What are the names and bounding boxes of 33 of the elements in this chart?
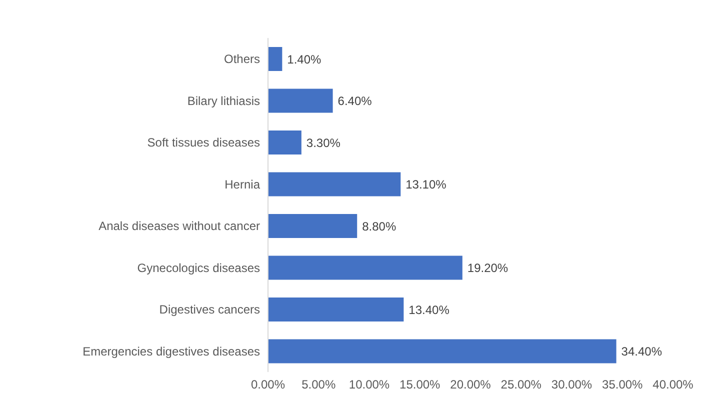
data-label: 1.40% <box>287 52 322 66</box>
bar <box>268 214 358 238</box>
y-tick-label: Gynecologics diseases <box>137 260 260 275</box>
x-tick-label: 10.00% <box>348 378 390 392</box>
x-tick-label: 15.00% <box>400 378 441 392</box>
data-label: 3.30% <box>306 136 341 150</box>
bar <box>268 130 302 154</box>
data-label: 34.40% <box>621 344 662 359</box>
x-tick-label: 30.00% <box>551 378 592 392</box>
x-tick-label: 5.00% <box>302 378 336 392</box>
x-tick-label: 25.00% <box>500 378 542 392</box>
x-tick-label: 20.00% <box>450 378 492 392</box>
y-tick-label: Digestives cancers <box>159 302 260 317</box>
data-label: 13.40% <box>408 302 450 317</box>
data-label: 19.20% <box>467 261 508 276</box>
bar <box>268 256 462 280</box>
data-label: 13.10% <box>406 178 447 192</box>
bar <box>268 47 282 71</box>
data-label: 6.40% <box>338 94 372 108</box>
bar <box>268 298 404 322</box>
y-tick-label: Bilary lithiasis <box>187 94 260 108</box>
y-tick-label: Anals diseases without cancer <box>98 219 260 234</box>
x-tick-label: 0.00% <box>250 378 286 392</box>
x-tick-label: 35.00% <box>602 378 644 392</box>
data-label: 8.80% <box>362 219 396 234</box>
y-tick-label: Soft tissues diseases <box>147 136 260 150</box>
y-tick-label: Others <box>224 52 260 66</box>
bar <box>268 88 333 113</box>
y-tick-label: Hernia <box>224 177 260 192</box>
x-tick-label: 40.00% <box>652 378 694 392</box>
bar <box>268 339 616 364</box>
bar <box>268 172 401 196</box>
y-tick-label: Emergencies digestives diseases <box>82 344 260 358</box>
